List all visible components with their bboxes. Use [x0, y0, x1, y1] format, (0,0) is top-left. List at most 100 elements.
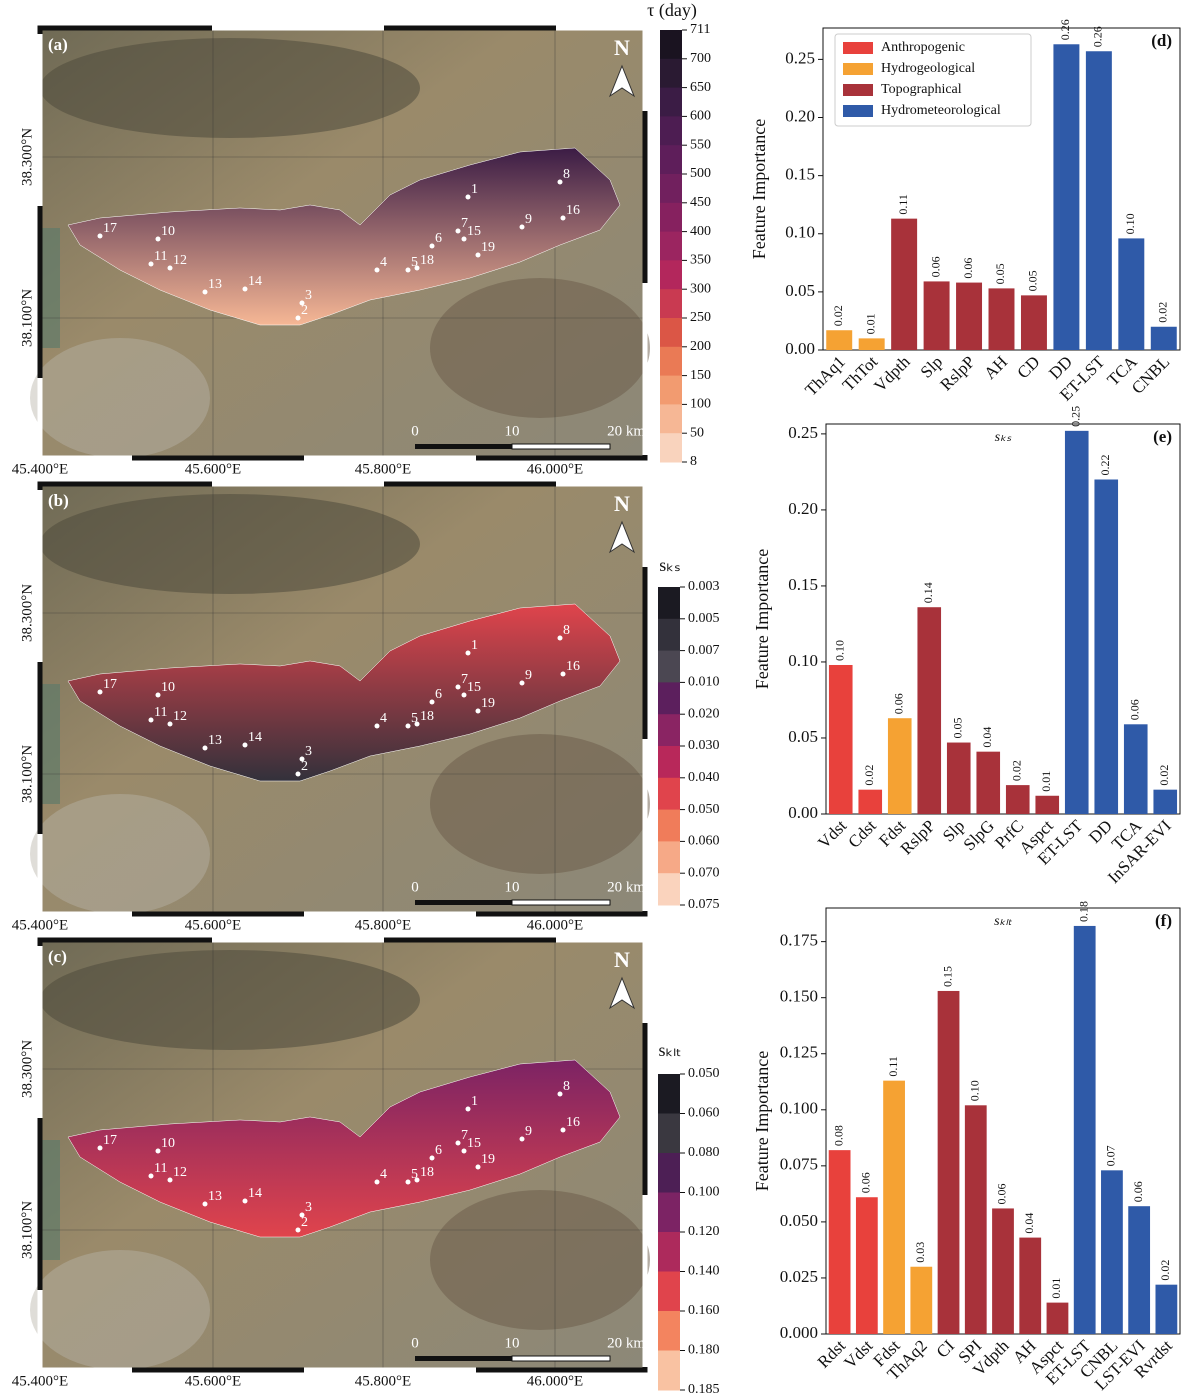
point-label: 19	[481, 240, 495, 255]
colorbar-segment	[660, 404, 682, 433]
terrain	[30, 794, 210, 914]
colorbar-segment	[658, 746, 680, 778]
scale-bar	[415, 900, 512, 905]
scale-bar	[415, 1356, 512, 1361]
scale-label: 20 km	[607, 879, 645, 895]
value-label: 0.26	[1091, 26, 1105, 47]
bar	[965, 1105, 987, 1334]
point	[430, 700, 435, 705]
value-label: 0.18	[1076, 901, 1090, 922]
point	[520, 1137, 525, 1142]
x-tick-label: Cdst	[844, 816, 880, 852]
x-tick-label: CNBL	[1128, 352, 1173, 397]
point-label: 4	[380, 711, 387, 726]
point	[375, 724, 380, 729]
legend-label: Anthropogenic	[881, 40, 965, 55]
point-label: 14	[248, 730, 262, 745]
colorbar-segment	[660, 88, 682, 117]
panel-label: (c)	[48, 947, 67, 966]
colorbar-segment	[658, 873, 680, 905]
point-label: 6	[435, 231, 442, 246]
colorbar-tick-label: 0.120	[688, 1224, 720, 1239]
colorbar-tick-label: 700	[690, 51, 711, 66]
colorbar-tick-label: 300	[690, 281, 711, 296]
bar	[1086, 51, 1112, 350]
scale-label: 0	[411, 879, 419, 895]
lat-label: 38.100°N	[19, 745, 35, 803]
y-axis-label: Feature Importance	[752, 549, 772, 689]
bar	[826, 330, 852, 350]
colorbar-title: sₖₗₜ	[659, 1040, 682, 1060]
point-label: 11	[154, 249, 167, 264]
bar	[947, 743, 971, 814]
colorbar-tick-label: 450	[690, 195, 711, 210]
colorbar-segment	[658, 651, 680, 683]
bar	[1094, 479, 1118, 814]
point-label: 19	[481, 696, 495, 711]
value-label: 0.02	[1010, 760, 1024, 781]
colorbar-tick-label: 0.040	[688, 770, 720, 785]
legend-label: Hydrogeological	[881, 61, 975, 76]
value-label: 0.01	[1039, 771, 1053, 792]
point-label: 4	[380, 1167, 387, 1182]
point	[406, 268, 411, 273]
point	[476, 1165, 481, 1170]
terrain	[30, 338, 210, 458]
scale-bar	[415, 444, 512, 449]
point	[430, 1156, 435, 1161]
value-label: 0.05	[1026, 270, 1040, 291]
point	[203, 290, 208, 295]
colorbar-tick-label: 0.050	[688, 802, 720, 817]
y-tick-label: 0.025	[780, 1267, 818, 1286]
colorbar-segment	[658, 1351, 680, 1391]
colorbar-tick-label: 0.180	[688, 1343, 720, 1358]
bar	[1101, 1170, 1123, 1334]
y-tick-label: 0.15	[785, 165, 815, 184]
y-tick-label: 0.100	[780, 1099, 818, 1118]
value-label: 0.02	[1156, 302, 1170, 323]
value-label: 0.02	[831, 305, 845, 326]
colorbar-segment	[658, 1232, 680, 1272]
bar	[917, 607, 941, 814]
bar	[856, 1197, 878, 1334]
north-label: N	[614, 947, 630, 972]
bar	[976, 752, 1000, 814]
colorbar-segment	[658, 810, 680, 842]
colorbar-segment	[658, 619, 680, 651]
point	[203, 1202, 208, 1207]
colorbar-tick-label: 500	[690, 166, 711, 181]
value-label: 0.06	[928, 256, 942, 277]
bar	[1035, 796, 1059, 814]
colorbar-segment	[660, 289, 682, 318]
colorbar-segment	[660, 347, 682, 376]
point	[406, 724, 411, 729]
lon-label: 45.400°E	[12, 461, 68, 477]
x-tick-label: ThAq1	[801, 352, 848, 399]
point-label: 12	[173, 709, 187, 724]
point	[558, 180, 563, 185]
bar	[883, 1081, 905, 1334]
point-label: 17	[103, 1133, 117, 1148]
colorbar-tick-label: 550	[690, 137, 711, 152]
colorbar-segment	[660, 203, 682, 232]
legend-label: Topographical	[881, 82, 962, 97]
point-label: 3	[305, 288, 312, 303]
colorbar-segment	[658, 1114, 680, 1154]
lat-label: 38.300°N	[19, 1040, 35, 1098]
value-label: 0.08	[831, 1125, 845, 1146]
point-label: 8	[563, 1079, 570, 1094]
bar	[829, 665, 853, 814]
lon-label: 46.000°E	[527, 461, 583, 477]
colorbar-segment	[658, 841, 680, 873]
point	[375, 268, 380, 273]
value-label: 0.02	[862, 765, 876, 786]
value-label: 0.05	[951, 718, 965, 739]
point	[149, 262, 154, 267]
point	[156, 693, 161, 698]
scale-label: 0	[411, 423, 419, 439]
point-label: 10	[161, 1136, 175, 1151]
point-label: 1	[471, 638, 478, 653]
bar	[1155, 1285, 1177, 1334]
colorbar-segment	[658, 1311, 680, 1351]
colorbar-segment	[660, 30, 682, 59]
